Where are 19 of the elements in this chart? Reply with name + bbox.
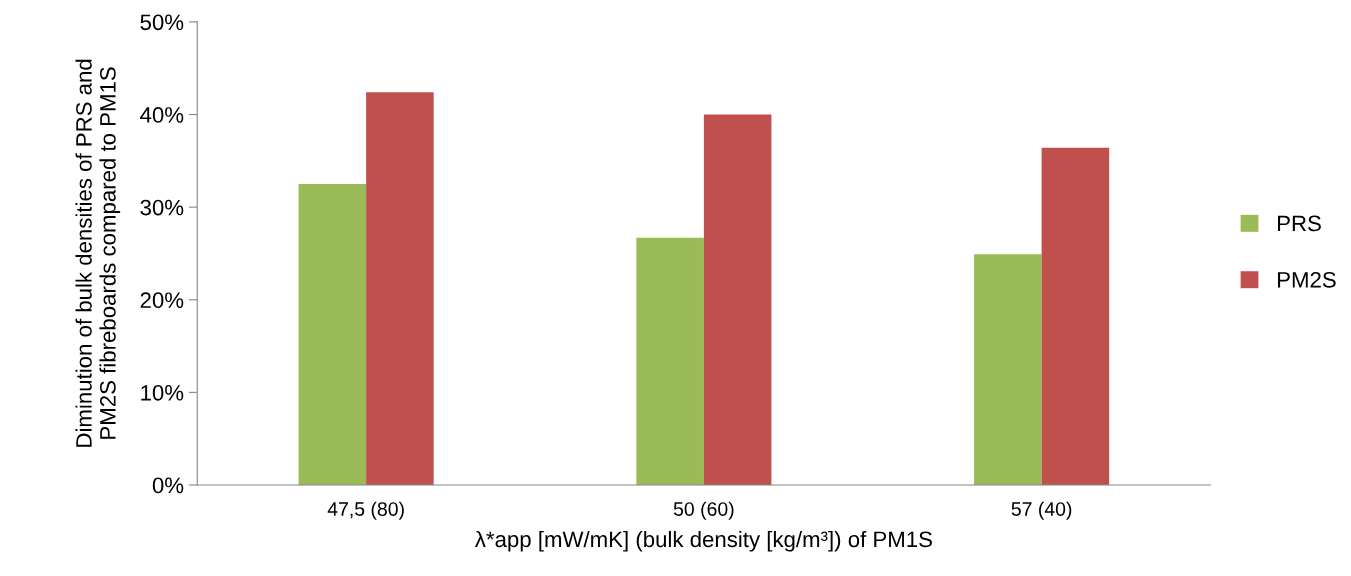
bar	[703, 114, 772, 485]
bar	[298, 183, 367, 485]
y-axis-title: Diminution of bulk densities of PRS and PM2S fibreboards compared to PM1S	[75, 59, 121, 447]
x-tick-label: 50 (60)	[673, 501, 734, 520]
x-axis-title: λ*app [mW/mK] (bulk density [kg/m³]) of PM1S	[474, 530, 932, 552]
x-tick-label: 57 (40)	[1011, 501, 1072, 520]
y-tick-label: 30%	[140, 199, 184, 216]
y-tick-label: 40%	[140, 107, 184, 123]
legend-label: PRS	[1278, 215, 1321, 232]
y-tick-label: 10%	[141, 384, 184, 401]
x-tick-label: 47,5 (80)	[327, 501, 404, 520]
y-tick-label: 50%	[140, 14, 184, 31]
bar	[974, 254, 1042, 485]
legend-label: PM2S	[1278, 271, 1336, 288]
bar	[366, 92, 434, 485]
y-tick-label: 20%	[140, 292, 184, 309]
bar	[1041, 147, 1110, 485]
bar	[636, 237, 704, 485]
y-tick-label: 0%	[152, 477, 184, 494]
